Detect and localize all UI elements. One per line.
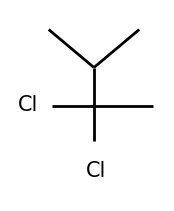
Text: Cl: Cl [18,95,38,115]
Text: Cl: Cl [85,161,106,181]
